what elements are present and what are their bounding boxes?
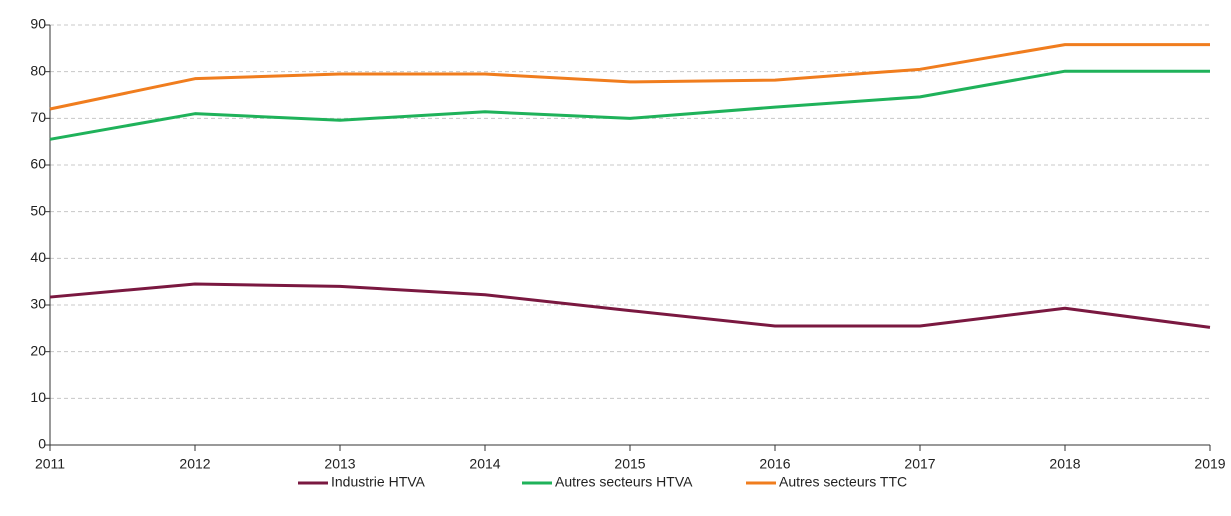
y-tick-label: 50 [30, 202, 46, 218]
x-tick-label: 2017 [904, 456, 935, 472]
x-tick-label: 2015 [614, 456, 645, 472]
x-tick-label: 2018 [1049, 456, 1080, 472]
y-tick-label: 0 [38, 436, 46, 452]
legend-label: Industrie HTVA [331, 474, 426, 490]
y-tick-label: 60 [30, 156, 46, 172]
x-tick-label: 2011 [35, 456, 65, 472]
legend-label: Autres secteurs HTVA [555, 474, 693, 490]
y-tick-label: 90 [30, 16, 46, 32]
legend-label: Autres secteurs TTC [779, 474, 907, 490]
x-tick-label: 2012 [179, 456, 210, 472]
line [49, 69, 1210, 141]
line [49, 282, 1211, 329]
y-tick-label: 70 [30, 109, 46, 125]
y-tick-label: 80 [30, 62, 46, 78]
x-tick-label: 2016 [759, 456, 790, 472]
y-tick-label: 10 [30, 389, 46, 405]
x-tick-label: 2019 [1194, 456, 1225, 472]
y-tick-label: 40 [30, 249, 46, 265]
x-tick-label: 2014 [469, 456, 500, 472]
y-tick-label: 30 [30, 296, 46, 312]
y-tick-label: 20 [30, 342, 46, 358]
x-tick-label: 2013 [324, 456, 355, 472]
line [49, 43, 1210, 111]
